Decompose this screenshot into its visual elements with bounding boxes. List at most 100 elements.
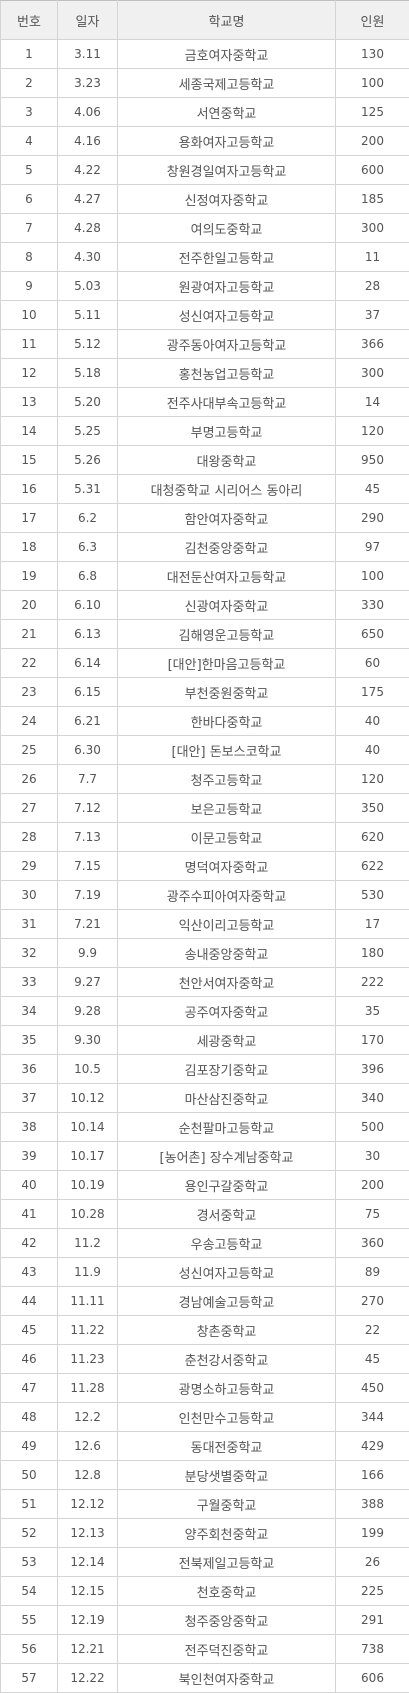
cell-number: 30 (1, 881, 58, 910)
cell-date: 6.14 (58, 649, 118, 678)
cell-count: 606 (336, 1664, 409, 1693)
cell-school: 경서중학교 (118, 1200, 336, 1229)
cell-count: 89 (336, 1258, 409, 1287)
cell-count: 100 (336, 562, 409, 591)
cell-count: 26 (336, 1548, 409, 1577)
cell-date: 4.30 (58, 243, 118, 272)
cell-number: 8 (1, 243, 58, 272)
cell-count: 622 (336, 852, 409, 881)
cell-count: 45 (336, 475, 409, 504)
cell-count: 40 (336, 707, 409, 736)
cell-date: 9.9 (58, 939, 118, 968)
cell-school: 창촌중학교 (118, 1316, 336, 1345)
cell-date: 5.12 (58, 330, 118, 359)
cell-count: 45 (336, 1345, 409, 1374)
cell-school: 구월중학교 (118, 1490, 336, 1519)
cell-date: 12.21 (58, 1635, 118, 1664)
cell-number: 34 (1, 997, 58, 1026)
cell-number: 19 (1, 562, 58, 591)
cell-date: 5.18 (58, 359, 118, 388)
cell-count: 950 (336, 446, 409, 475)
cell-school: 대왕중학교 (118, 446, 336, 475)
cell-number: 47 (1, 1374, 58, 1403)
cell-number: 16 (1, 475, 58, 504)
cell-count: 11 (336, 243, 409, 272)
table-header-row: 번호 일자 학교명 인원 (1, 1, 409, 40)
cell-number: 11 (1, 330, 58, 359)
cell-count: 200 (336, 1171, 409, 1200)
cell-number: 33 (1, 968, 58, 997)
cell-count: 600 (336, 156, 409, 185)
cell-school: 전주한일고등학교 (118, 243, 336, 272)
cell-number: 24 (1, 707, 58, 736)
cell-school: 대전둔산여자고등학교 (118, 562, 336, 591)
cell-date: 12.14 (58, 1548, 118, 1577)
cell-number: 25 (1, 736, 58, 765)
cell-count: 120 (336, 765, 409, 794)
cell-school: 마산삼진중학교 (118, 1084, 336, 1113)
header-school: 학교명 (118, 1, 336, 40)
cell-number: 44 (1, 1287, 58, 1316)
cell-number: 21 (1, 620, 58, 649)
cell-number: 18 (1, 533, 58, 562)
cell-number: 13 (1, 388, 58, 417)
cell-school: 용인구갈중학교 (118, 1171, 336, 1200)
cell-date: 10.17 (58, 1142, 118, 1171)
cell-date: 4.16 (58, 127, 118, 156)
cell-count: 180 (336, 939, 409, 968)
cell-number: 23 (1, 678, 58, 707)
cell-date: 7.13 (58, 823, 118, 852)
cell-school: 창원경일여자고등학교 (118, 156, 336, 185)
cell-school: 신광여자중학교 (118, 591, 336, 620)
cell-number: 17 (1, 504, 58, 533)
cell-number: 29 (1, 852, 58, 881)
cell-number: 43 (1, 1258, 58, 1287)
cell-date: 6.10 (58, 591, 118, 620)
cell-number: 28 (1, 823, 58, 852)
cell-date: 6.8 (58, 562, 118, 591)
cell-count: 388 (336, 1490, 409, 1519)
cell-date: 6.2 (58, 504, 118, 533)
cell-school: 금호여자중학교 (118, 40, 336, 69)
cell-count: 37 (336, 301, 409, 330)
cell-date: 4.28 (58, 214, 118, 243)
cell-number: 45 (1, 1316, 58, 1345)
cell-number: 39 (1, 1142, 58, 1171)
cell-school: 김해영운고등학교 (118, 620, 336, 649)
cell-date: 12.19 (58, 1606, 118, 1635)
cell-school: 북인천여자중학교 (118, 1664, 336, 1693)
cell-date: 10.14 (58, 1113, 118, 1142)
cell-school: 성신여자고등학교 (118, 301, 336, 330)
cell-date: 4.06 (58, 98, 118, 127)
cell-number: 2 (1, 69, 58, 98)
cell-number: 36 (1, 1055, 58, 1084)
cell-count: 60 (336, 649, 409, 678)
cell-number: 48 (1, 1403, 58, 1432)
cell-school: 공주여자중학교 (118, 997, 336, 1026)
cell-count: 30 (336, 1142, 409, 1171)
cell-number: 32 (1, 939, 58, 968)
cell-count: 35 (336, 997, 409, 1026)
